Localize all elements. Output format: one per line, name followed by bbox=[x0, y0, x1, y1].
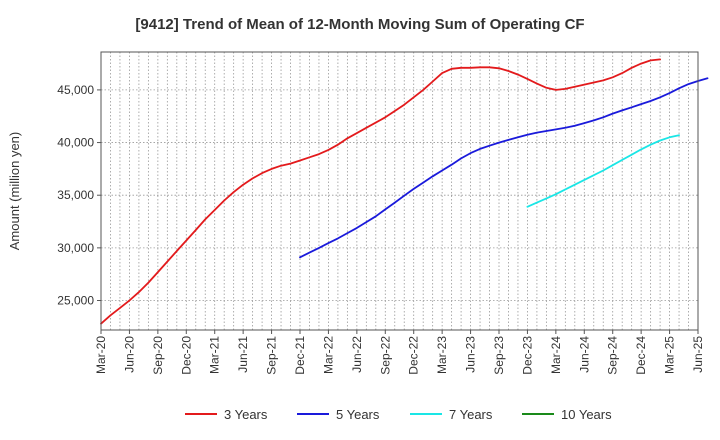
x-tick-label: Jun-25 bbox=[691, 336, 705, 373]
y-tick-label: 25,000 bbox=[57, 294, 94, 308]
legend-label-7-years: 7 Years bbox=[449, 407, 493, 422]
plot-area bbox=[101, 52, 698, 330]
series-line-5-years bbox=[299, 77, 709, 259]
y-tick-label: 40,000 bbox=[57, 136, 94, 150]
x-tick-label: Jun-24 bbox=[577, 336, 591, 373]
legend-label-5-years: 5 Years bbox=[336, 407, 380, 422]
x-tick-label: Dec-21 bbox=[293, 336, 307, 375]
x-tick-label: Mar-24 bbox=[549, 336, 563, 374]
x-tick-label: Sep-20 bbox=[151, 336, 165, 375]
y-tick-label: 45,000 bbox=[57, 83, 94, 97]
x-tick-label: Dec-23 bbox=[520, 336, 534, 375]
x-tick-label: Dec-22 bbox=[407, 336, 421, 375]
x-axis-ticks: Mar-20 Jun-20 Sep-20 Dec-20 Mar-21 Jun-21 Sep-… bbox=[94, 330, 705, 375]
x-tick-label: Mar-20 bbox=[94, 336, 108, 374]
x-tick-label: Jun-20 bbox=[122, 336, 136, 373]
chart-title: [9412] Trend of Mean of 12-Month Moving … bbox=[135, 16, 584, 33]
y-axis-label: Amount (million yen) bbox=[7, 132, 22, 251]
x-tick-label: Dec-24 bbox=[634, 336, 648, 375]
plot-frame bbox=[100, 51, 699, 331]
x-tick-label: Jun-21 bbox=[236, 336, 250, 373]
x-tick-label: Dec-20 bbox=[179, 336, 193, 375]
x-tick-label: Sep-22 bbox=[378, 336, 392, 375]
x-tick-label: Sep-24 bbox=[606, 336, 620, 375]
legend-label-3-years: 3 Years bbox=[224, 407, 268, 422]
series-line-3-years bbox=[100, 58, 661, 325]
legend: 3 Years 5 Years 7 Years 10 Years bbox=[185, 407, 612, 422]
grid-lines bbox=[101, 52, 698, 330]
series-line-7-years bbox=[526, 134, 680, 208]
y-tick-label: 30,000 bbox=[57, 241, 94, 255]
x-tick-label: Jun-23 bbox=[464, 336, 478, 373]
x-tick-label: Jun-22 bbox=[350, 336, 364, 373]
x-tick-label: Mar-21 bbox=[208, 336, 222, 374]
x-tick-label: Mar-23 bbox=[435, 336, 449, 374]
series-lines bbox=[100, 58, 709, 325]
y-tick-label: 35,000 bbox=[57, 188, 94, 202]
legend-label-10-years: 10 Years bbox=[561, 407, 612, 422]
x-tick-label: Sep-21 bbox=[265, 336, 279, 375]
y-axis-ticks: 25,000 30,000 35,000 40,000 45,000 bbox=[57, 83, 101, 308]
x-tick-label: Mar-22 bbox=[321, 336, 335, 374]
x-tick-label: Sep-23 bbox=[492, 336, 506, 375]
x-tick-label: Mar-25 bbox=[663, 336, 677, 374]
